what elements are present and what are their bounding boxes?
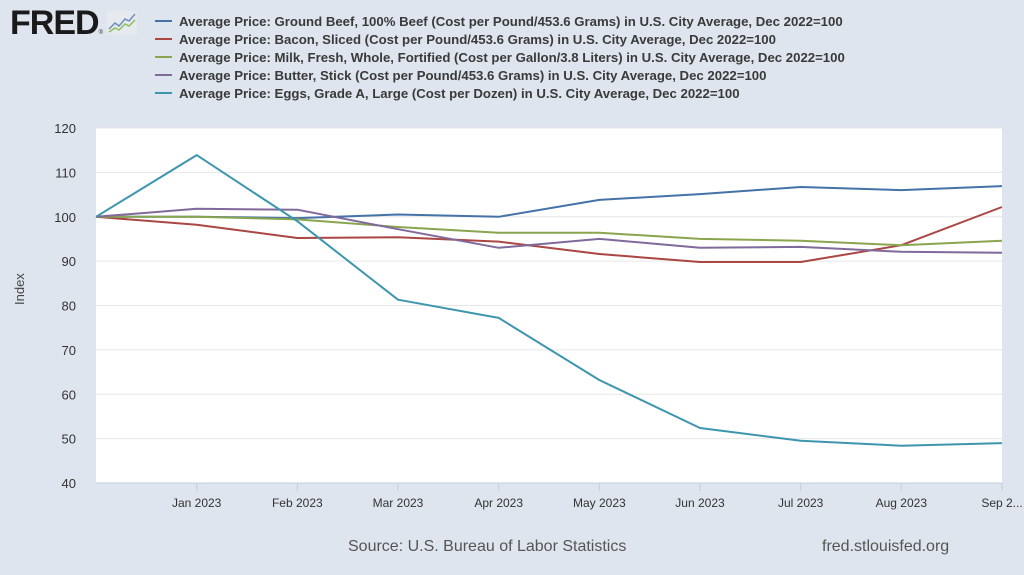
x-tick-label: Jan 2023 bbox=[172, 496, 222, 510]
legend-swatch bbox=[155, 92, 172, 94]
legend-swatch bbox=[155, 56, 172, 58]
trend-chart-icon bbox=[106, 11, 137, 35]
legend-swatch bbox=[155, 38, 172, 40]
legend-label: Average Price: Bacon, Sliced (Cost per P… bbox=[179, 31, 776, 47]
y-tick-label: 90 bbox=[62, 254, 76, 269]
legend-item[interactable]: Average Price: Milk, Fresh, Whole, Forti… bbox=[155, 48, 845, 66]
y-tick-label: 70 bbox=[62, 343, 76, 358]
legend-label: Average Price: Ground Beef, 100% Beef (C… bbox=[179, 13, 843, 29]
x-tick-label: May 2023 bbox=[573, 496, 626, 510]
y-tick-label: 40 bbox=[62, 476, 76, 491]
x-tick-label: Sep 2... bbox=[981, 496, 1022, 510]
legend-item[interactable]: Average Price: Bacon, Sliced (Cost per P… bbox=[155, 30, 845, 48]
legend-label: Average Price: Butter, Stick (Cost per P… bbox=[179, 67, 767, 83]
y-tick-label: 120 bbox=[54, 121, 76, 136]
legend-item[interactable]: Average Price: Ground Beef, 100% Beef (C… bbox=[155, 12, 845, 30]
chart-legend: Average Price: Ground Beef, 100% Beef (C… bbox=[155, 12, 845, 102]
series-line-4[interactable] bbox=[95, 154, 1003, 447]
legend-swatch bbox=[155, 20, 172, 22]
series-line-1[interactable] bbox=[95, 206, 1003, 263]
registered-mark: ® bbox=[98, 30, 103, 36]
source-note: Source: U.S. Bureau of Labor Statistics bbox=[348, 538, 627, 555]
legend-item[interactable]: Average Price: Butter, Stick (Cost per P… bbox=[155, 66, 845, 84]
y-tick-label: 100 bbox=[54, 210, 76, 225]
y-tick-label: 60 bbox=[62, 387, 76, 402]
x-tick-label: Jul 2023 bbox=[778, 496, 824, 510]
x-tick-label: Mar 2023 bbox=[373, 496, 424, 510]
series-line-3[interactable] bbox=[95, 207, 1003, 254]
site-link[interactable]: fred.stlouisfed.org bbox=[822, 538, 950, 555]
logo-text: FRED bbox=[10, 4, 100, 42]
x-tick-label: Jun 2023 bbox=[675, 496, 725, 510]
x-tick-label: Feb 2023 bbox=[272, 496, 323, 510]
legend-label: Average Price: Milk, Fresh, Whole, Forti… bbox=[179, 49, 845, 65]
legend-item[interactable]: Average Price: Eggs, Grade A, Large (Cos… bbox=[155, 84, 845, 102]
legend-swatch bbox=[155, 74, 172, 76]
fred-logo[interactable]: FRED ® bbox=[10, 6, 137, 40]
x-tick-label: Aug 2023 bbox=[876, 496, 928, 510]
y-tick-label: 80 bbox=[62, 299, 76, 314]
x-tick-label: Apr 2023 bbox=[474, 496, 523, 510]
legend-label: Average Price: Eggs, Grade A, Large (Cos… bbox=[179, 85, 740, 101]
y-tick-label: 50 bbox=[62, 432, 76, 447]
y-tick-label: 110 bbox=[55, 165, 76, 180]
series-line-2[interactable] bbox=[96, 215, 1003, 247]
